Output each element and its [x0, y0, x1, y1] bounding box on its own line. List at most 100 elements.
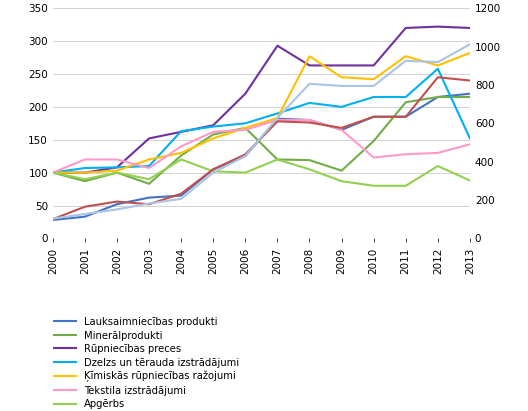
Lauksaimniecības produkti [114, 202, 120, 207]
Apgērbs [306, 167, 313, 172]
Line: Apgērbs: Apgērbs [53, 159, 470, 186]
Tekstila izstrādājumi [467, 142, 473, 147]
Tekstila izstrādājumi [435, 150, 441, 155]
Lauksaimniecības produkti [178, 193, 184, 198]
Dzelzs un tērauda izstrādājumi [402, 95, 409, 99]
Dzelzs un tērauda izstrādājumi [50, 170, 56, 175]
Rūpniecības preces [371, 63, 377, 68]
Dzelzs un tērauda izstrādājumi [82, 166, 88, 171]
Line: Tekstila izstrādājumi: Tekstila izstrādājumi [53, 120, 470, 173]
Rūpniecības preces [402, 25, 409, 30]
Minerālprodukti [338, 168, 345, 173]
Rūpniecības preces [242, 91, 249, 96]
Pārtika (labā ass) [146, 202, 152, 207]
Ķīmiskās rūpniecības ražojumi [242, 125, 249, 130]
Dzelzs un tērauda izstrādājumi [114, 165, 120, 170]
Tekstila izstrādājumi [82, 157, 88, 162]
Line: Dzelzs un tērauda izstrādājumi: Dzelzs un tērauda izstrādājumi [53, 69, 470, 173]
Mehānismi un transporta iekārtas (labā ass) [210, 170, 216, 175]
Apgērbs [210, 169, 216, 174]
Lauksaimniecības produkti [50, 217, 56, 222]
Dzelzs un tērauda izstrādājumi [435, 66, 441, 71]
Tekstila izstrādājumi [114, 157, 120, 162]
Rūpniecības preces [210, 123, 216, 128]
Lauksaimniecības produkti [371, 114, 377, 119]
Rūpniecības preces [146, 136, 152, 141]
Minerālprodukti [402, 100, 409, 105]
Mehānismi un transporta iekārtas (labā ass) [50, 216, 56, 221]
Minerālprodukti [435, 95, 441, 99]
Line: Ķīmiskās rūpniecības ražojumi: Ķīmiskās rūpniecības ražojumi [53, 53, 470, 173]
Lauksaimniecības produkti [210, 167, 216, 172]
Apgērbs [242, 170, 249, 175]
Minerālprodukti [146, 181, 152, 186]
Mehānismi un transporta iekārtas (labā ass) [306, 81, 313, 86]
Mehānismi un transporta iekārtas (labā ass) [82, 212, 88, 217]
Pārtika (labā ass) [467, 78, 473, 83]
Apgērbs [178, 157, 184, 162]
Rūpniecības preces [467, 25, 473, 30]
Tekstila izstrādājumi [306, 118, 313, 122]
Pārtika (labā ass) [306, 120, 313, 125]
Minerālprodukti [50, 170, 56, 175]
Pārtika (labā ass) [338, 125, 345, 130]
Tekstila izstrādājumi [178, 144, 184, 149]
Dzelzs un tērauda izstrādājumi [178, 129, 184, 134]
Pārtika (labā ass) [50, 217, 56, 222]
Dzelzs un tērauda izstrādājumi [242, 121, 249, 126]
Ķīmiskās rūpniecības ražojumi [467, 51, 473, 55]
Apgērbs [146, 177, 152, 182]
Ķīmiskās rūpniecības ražojumi [210, 136, 216, 141]
Pārtika (labā ass) [82, 204, 88, 209]
Dzelzs un tērauda izstrādājumi [210, 124, 216, 129]
Line: Pārtika (labā ass): Pārtika (labā ass) [53, 77, 470, 219]
Mehānismi un transporta iekārtas (labā ass) [467, 42, 473, 47]
Dzelzs un tērauda izstrādājumi [467, 136, 473, 141]
Pārtika (labā ass) [435, 75, 441, 80]
Mehānismi un transporta iekārtas (labā ass) [435, 60, 441, 65]
Mehānismi un transporta iekārtas (labā ass) [274, 115, 280, 120]
Lauksaimniecības produkti [274, 116, 280, 121]
Apgērbs [467, 178, 473, 183]
Lauksaimniecības produkti [146, 195, 152, 200]
Dzelzs un tērauda izstrādājumi [371, 95, 377, 99]
Minerālprodukti [371, 139, 377, 143]
Mehānismi un transporta iekārtas (labā ass) [178, 196, 184, 201]
Minerālprodukti [114, 170, 120, 175]
Ķīmiskās rūpniecības ražojumi [50, 170, 56, 175]
Minerālprodukti [242, 125, 249, 130]
Lauksaimniecības produkti [82, 214, 88, 219]
Minerālprodukti [210, 132, 216, 137]
Tekstila izstrādājumi [274, 118, 280, 122]
Ķīmiskās rūpniecības ražojumi [435, 63, 441, 68]
Lauksaimniecības produkti [467, 91, 473, 96]
Line: Minerālprodukti: Minerālprodukti [53, 97, 470, 184]
Rūpniecības preces [274, 43, 280, 48]
Ķīmiskās rūpniecības ražojumi [82, 170, 88, 175]
Mehānismi un transporta iekārtas (labā ass) [402, 58, 409, 63]
Apgērbs [50, 170, 56, 175]
Pārtika (labā ass) [371, 114, 377, 119]
Tekstila izstrādājumi [242, 127, 249, 132]
Lauksaimniecības produkti [435, 95, 441, 99]
Tekstila izstrādājumi [371, 155, 377, 160]
Pārtika (labā ass) [210, 167, 216, 172]
Pārtika (labā ass) [402, 114, 409, 119]
Ķīmiskās rūpniecības ražojumi [146, 157, 152, 162]
Minerālprodukti [82, 179, 88, 184]
Apgērbs [82, 177, 88, 182]
Minerālprodukti [178, 153, 184, 158]
Rūpniecības preces [338, 63, 345, 68]
Ķīmiskās rūpniecības ražojumi [178, 150, 184, 155]
Ķīmiskās rūpniecības ražojumi [371, 77, 377, 82]
Ķīmiskās rūpniecības ražojumi [306, 54, 313, 59]
Pārtika (labā ass) [274, 119, 280, 124]
Ķīmiskās rūpniecības ražojumi [274, 115, 280, 120]
Rūpniecības preces [178, 129, 184, 134]
Ķīmiskās rūpniecības ražojumi [402, 54, 409, 59]
Ķīmiskās rūpniecības ražojumi [338, 75, 345, 80]
Apgērbs [371, 183, 377, 188]
Line: Lauksaimniecības produkti: Lauksaimniecības produkti [53, 94, 470, 220]
Dzelzs un tērauda izstrādājumi [338, 104, 345, 109]
Dzelzs un tērauda izstrādājumi [306, 100, 313, 105]
